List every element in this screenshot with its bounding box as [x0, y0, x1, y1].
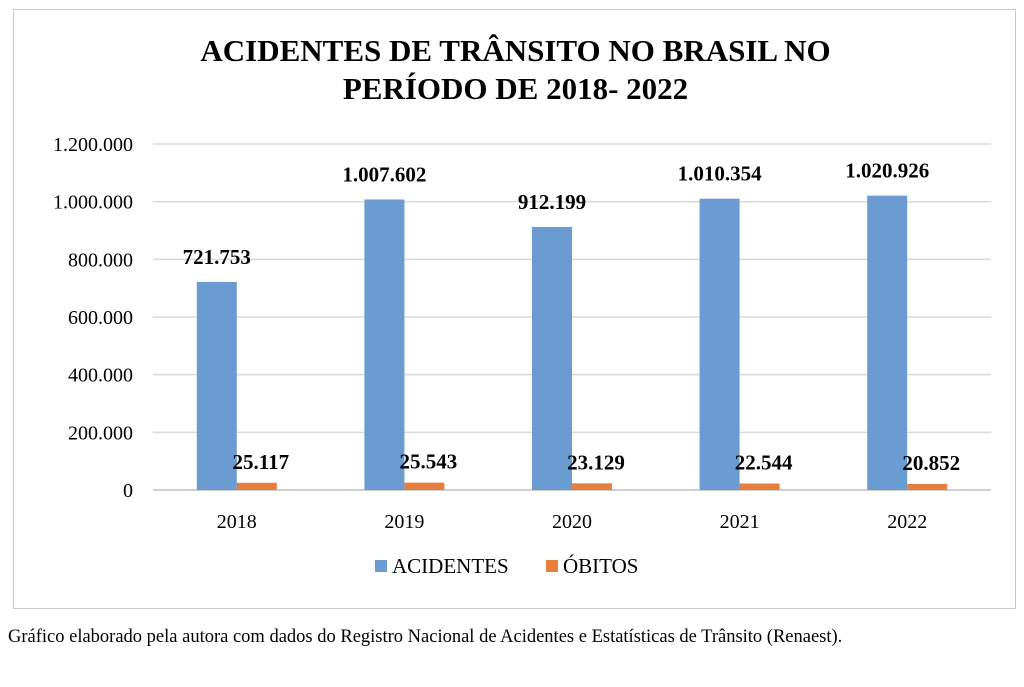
data-label-obitos: 20.852 [902, 451, 960, 475]
chart-frame: ACIDENTES DE TRÂNSITO NO BRASIL NO PERÍO… [13, 9, 1016, 609]
chart-title-line-2: PERÍODO DE 2018- 2022 [342, 71, 689, 106]
legend-label: ÓBITOS [563, 554, 638, 578]
data-label-obitos: 22.544 [735, 450, 793, 474]
bar-acidentes [867, 195, 908, 491]
chart-title: ACIDENTES DE TRÂNSITO NO BRASIL NO PERÍO… [14, 32, 1017, 108]
data-label-obitos: 25.117 [233, 450, 290, 474]
bar-acidentes [364, 199, 405, 490]
y-tick-label: 600.000 [68, 307, 133, 329]
data-label-acidentes: 1.010.354 [678, 162, 763, 186]
bar-acidentes [532, 226, 572, 491]
bar-chart: 0 200.000 400.000 600.000 800.000 1.000.000 1.… [53, 134, 991, 578]
figure-caption: Gráfico elaborado pela autora com dados … [8, 627, 843, 647]
y-tick-label: 0 [123, 480, 133, 502]
data-label-obitos: 25.543 [400, 450, 458, 474]
data-label-acidentes: 721.753 [183, 245, 251, 269]
legend-swatch [546, 560, 558, 572]
x-tick-label: 2018 [217, 511, 257, 533]
y-tick-label: 800.000 [68, 249, 133, 271]
x-tick-label: 2019 [384, 511, 424, 533]
x-tick-label: 2021 [720, 511, 760, 533]
y-tick-label: 400.000 [68, 365, 133, 387]
chart-title-line-1: ACIDENTES DE TRÂNSITO NO BRASIL NO [200, 33, 831, 68]
bar-acidentes [196, 281, 237, 490]
bar-obitos [572, 483, 612, 490]
y-tick-label: 200.000 [68, 422, 133, 444]
data-label-acidentes: 1.007.602 [342, 162, 426, 186]
data-label-acidentes: 1.020.926 [845, 159, 929, 183]
bar-obitos [739, 483, 780, 490]
y-tick-label: 1.000.000 [53, 192, 133, 214]
y-tick-label: 1.200.000 [53, 134, 133, 156]
legend-label: ACIDENTES [392, 554, 509, 578]
legend-swatch [375, 560, 387, 572]
data-label-acidentes: 912.199 [518, 190, 586, 214]
bar-obitos [236, 482, 277, 490]
x-tick-label: 2020 [552, 511, 592, 533]
bar-acidentes [699, 198, 740, 490]
bar-obitos [404, 482, 445, 490]
bar-obitos [907, 483, 948, 490]
data-label-obitos: 23.129 [567, 450, 625, 474]
x-tick-label: 2022 [887, 511, 927, 533]
